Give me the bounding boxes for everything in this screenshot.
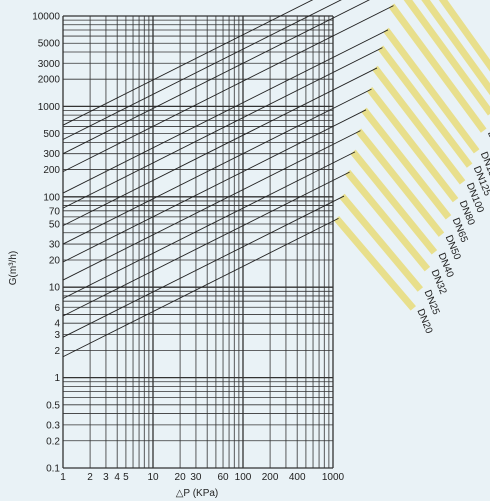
series-line-dn40 — [62, 151, 356, 299]
x-tick-label: 10 — [147, 472, 159, 483]
x-tick-label: 100 — [235, 472, 252, 483]
y-tick-label: 1 — [54, 373, 60, 384]
series-line-dn150 — [62, 29, 389, 194]
series-line-dn25 — [62, 195, 345, 338]
series-line-dn100 — [62, 67, 378, 227]
y-tick-label: 10000 — [32, 12, 60, 23]
band-dn100 — [372, 65, 466, 185]
x-tick-label: 5 — [123, 472, 129, 483]
x-tick-label: 1000 — [322, 472, 345, 483]
y-tick-label: 5000 — [38, 39, 61, 50]
y-tick-label: 50 — [49, 220, 61, 231]
y-tick-label: 2000 — [38, 75, 61, 86]
band-dn125 — [377, 45, 473, 168]
band-dn65 — [361, 107, 452, 220]
series-lines — [62, 0, 394, 358]
y-tick-label: 4 — [54, 319, 60, 330]
band-dn50 — [355, 128, 445, 237]
y-tick-label: 0.3 — [46, 420, 60, 431]
series-line-dn300 — [62, 0, 342, 140]
x-tick-label: 30 — [190, 472, 202, 483]
y-tick-label: 3000 — [38, 59, 61, 70]
band-dn20 — [333, 216, 416, 311]
band-dn80 — [366, 86, 459, 203]
y-tick-label: 30 — [49, 240, 61, 251]
y-tick-label: 0.5 — [46, 400, 60, 411]
y-axis-label: G(m³/h) — [8, 251, 19, 285]
series-line-dn80 — [62, 88, 372, 245]
series-line-dn250 — [62, 0, 370, 155]
band-dn350 — [438, 0, 490, 72]
x-axis-label: △P (KPa) — [176, 488, 219, 499]
band-dn250 — [403, 0, 490, 116]
x-tick-label: 4 — [114, 472, 120, 483]
series-line-dn125 — [62, 47, 383, 209]
y-tick-label: 3 — [54, 330, 60, 341]
y-tick-label: 0.2 — [46, 436, 60, 447]
x-tick-label: 400 — [289, 472, 306, 483]
series-line-dn20 — [62, 218, 339, 358]
x-tick-label: 60 — [217, 472, 229, 483]
y-tick-label: 70 — [49, 206, 61, 217]
band-dn300 — [421, 0, 490, 96]
y-tick-label: 300 — [43, 149, 60, 160]
y-tick-label: 1000 — [38, 102, 61, 113]
x-tick-label: 3 — [103, 472, 109, 483]
y-tick-label: 100 — [43, 192, 60, 203]
x-tick-label: 200 — [262, 472, 279, 483]
y-tick-label: 0.1 — [46, 464, 60, 475]
band-dn32 — [344, 169, 431, 272]
y-tick-label: 6 — [54, 303, 60, 314]
series-line-dn350 — [62, 0, 314, 126]
x-tick-label: 20 — [175, 472, 187, 483]
series-line-dn65 — [62, 109, 367, 263]
chart-grid — [62, 15, 334, 469]
series-line-dn32 — [62, 171, 350, 317]
x-tick-label: 2 — [87, 472, 93, 483]
y-axis-ticks: 0.1 0.2 0.3 0.5 1 2 34 6 10 20 30 50 70 100 200 300 500 1… — [32, 12, 60, 475]
y-tick-label: 500 — [43, 129, 60, 140]
y-tick-label: 200 — [43, 165, 60, 176]
y-tick-label: 2 — [54, 346, 60, 357]
x-axis-ticks: 1 2 3 4 5 10 20 30 60 100 200 400 1000 — [60, 472, 344, 483]
dn-bands — [333, 0, 490, 311]
band-dn40 — [350, 149, 438, 255]
band-dn200 — [388, 3, 487, 133]
y-tick-label: 20 — [49, 255, 61, 266]
band-dn25 — [339, 193, 424, 292]
y-tick-label: 10 — [49, 283, 61, 294]
series-line-dn50 — [62, 130, 361, 281]
x-tick-label: 1 — [60, 472, 66, 483]
band-dn150 — [383, 27, 480, 154]
series-line-dn200 — [62, 5, 394, 173]
